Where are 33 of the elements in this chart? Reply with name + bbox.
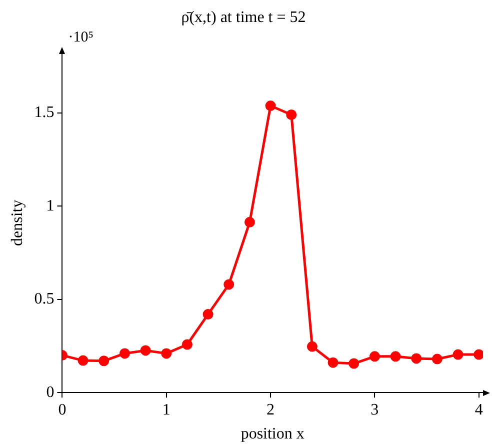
point <box>474 349 483 360</box>
y-tick-label: 0.5 <box>34 290 54 308</box>
y-tick-label: 1.5 <box>34 104 54 122</box>
point <box>140 345 151 356</box>
point <box>182 339 192 350</box>
y-tick-label: 1 <box>46 197 54 214</box>
x-tick-label: 2 <box>266 401 275 418</box>
point <box>328 357 338 368</box>
x-tick-label: 4 <box>474 401 483 418</box>
point <box>244 216 255 228</box>
chart-title: ρ̄(x,t) at time t = 52 <box>181 8 306 26</box>
point <box>286 109 297 120</box>
point <box>306 341 318 352</box>
x-axis-title: position x <box>240 426 304 443</box>
point <box>411 353 422 364</box>
point <box>432 354 442 364</box>
point <box>224 279 234 290</box>
x-tick-label: 0 <box>58 401 66 418</box>
x-tick-label: 1 <box>162 401 170 418</box>
point <box>452 349 464 360</box>
point <box>78 355 88 366</box>
y-tick-label: 0 <box>46 384 54 401</box>
point <box>202 309 214 320</box>
point <box>98 356 110 366</box>
point <box>119 348 130 359</box>
point <box>390 351 401 362</box>
x-tick-label: 3 <box>370 401 379 418</box>
text: ·10⁵ <box>68 30 94 46</box>
point <box>161 348 172 359</box>
y-axis-title: density <box>8 200 26 246</box>
point <box>348 358 360 369</box>
point <box>265 100 276 112</box>
point <box>369 351 380 362</box>
